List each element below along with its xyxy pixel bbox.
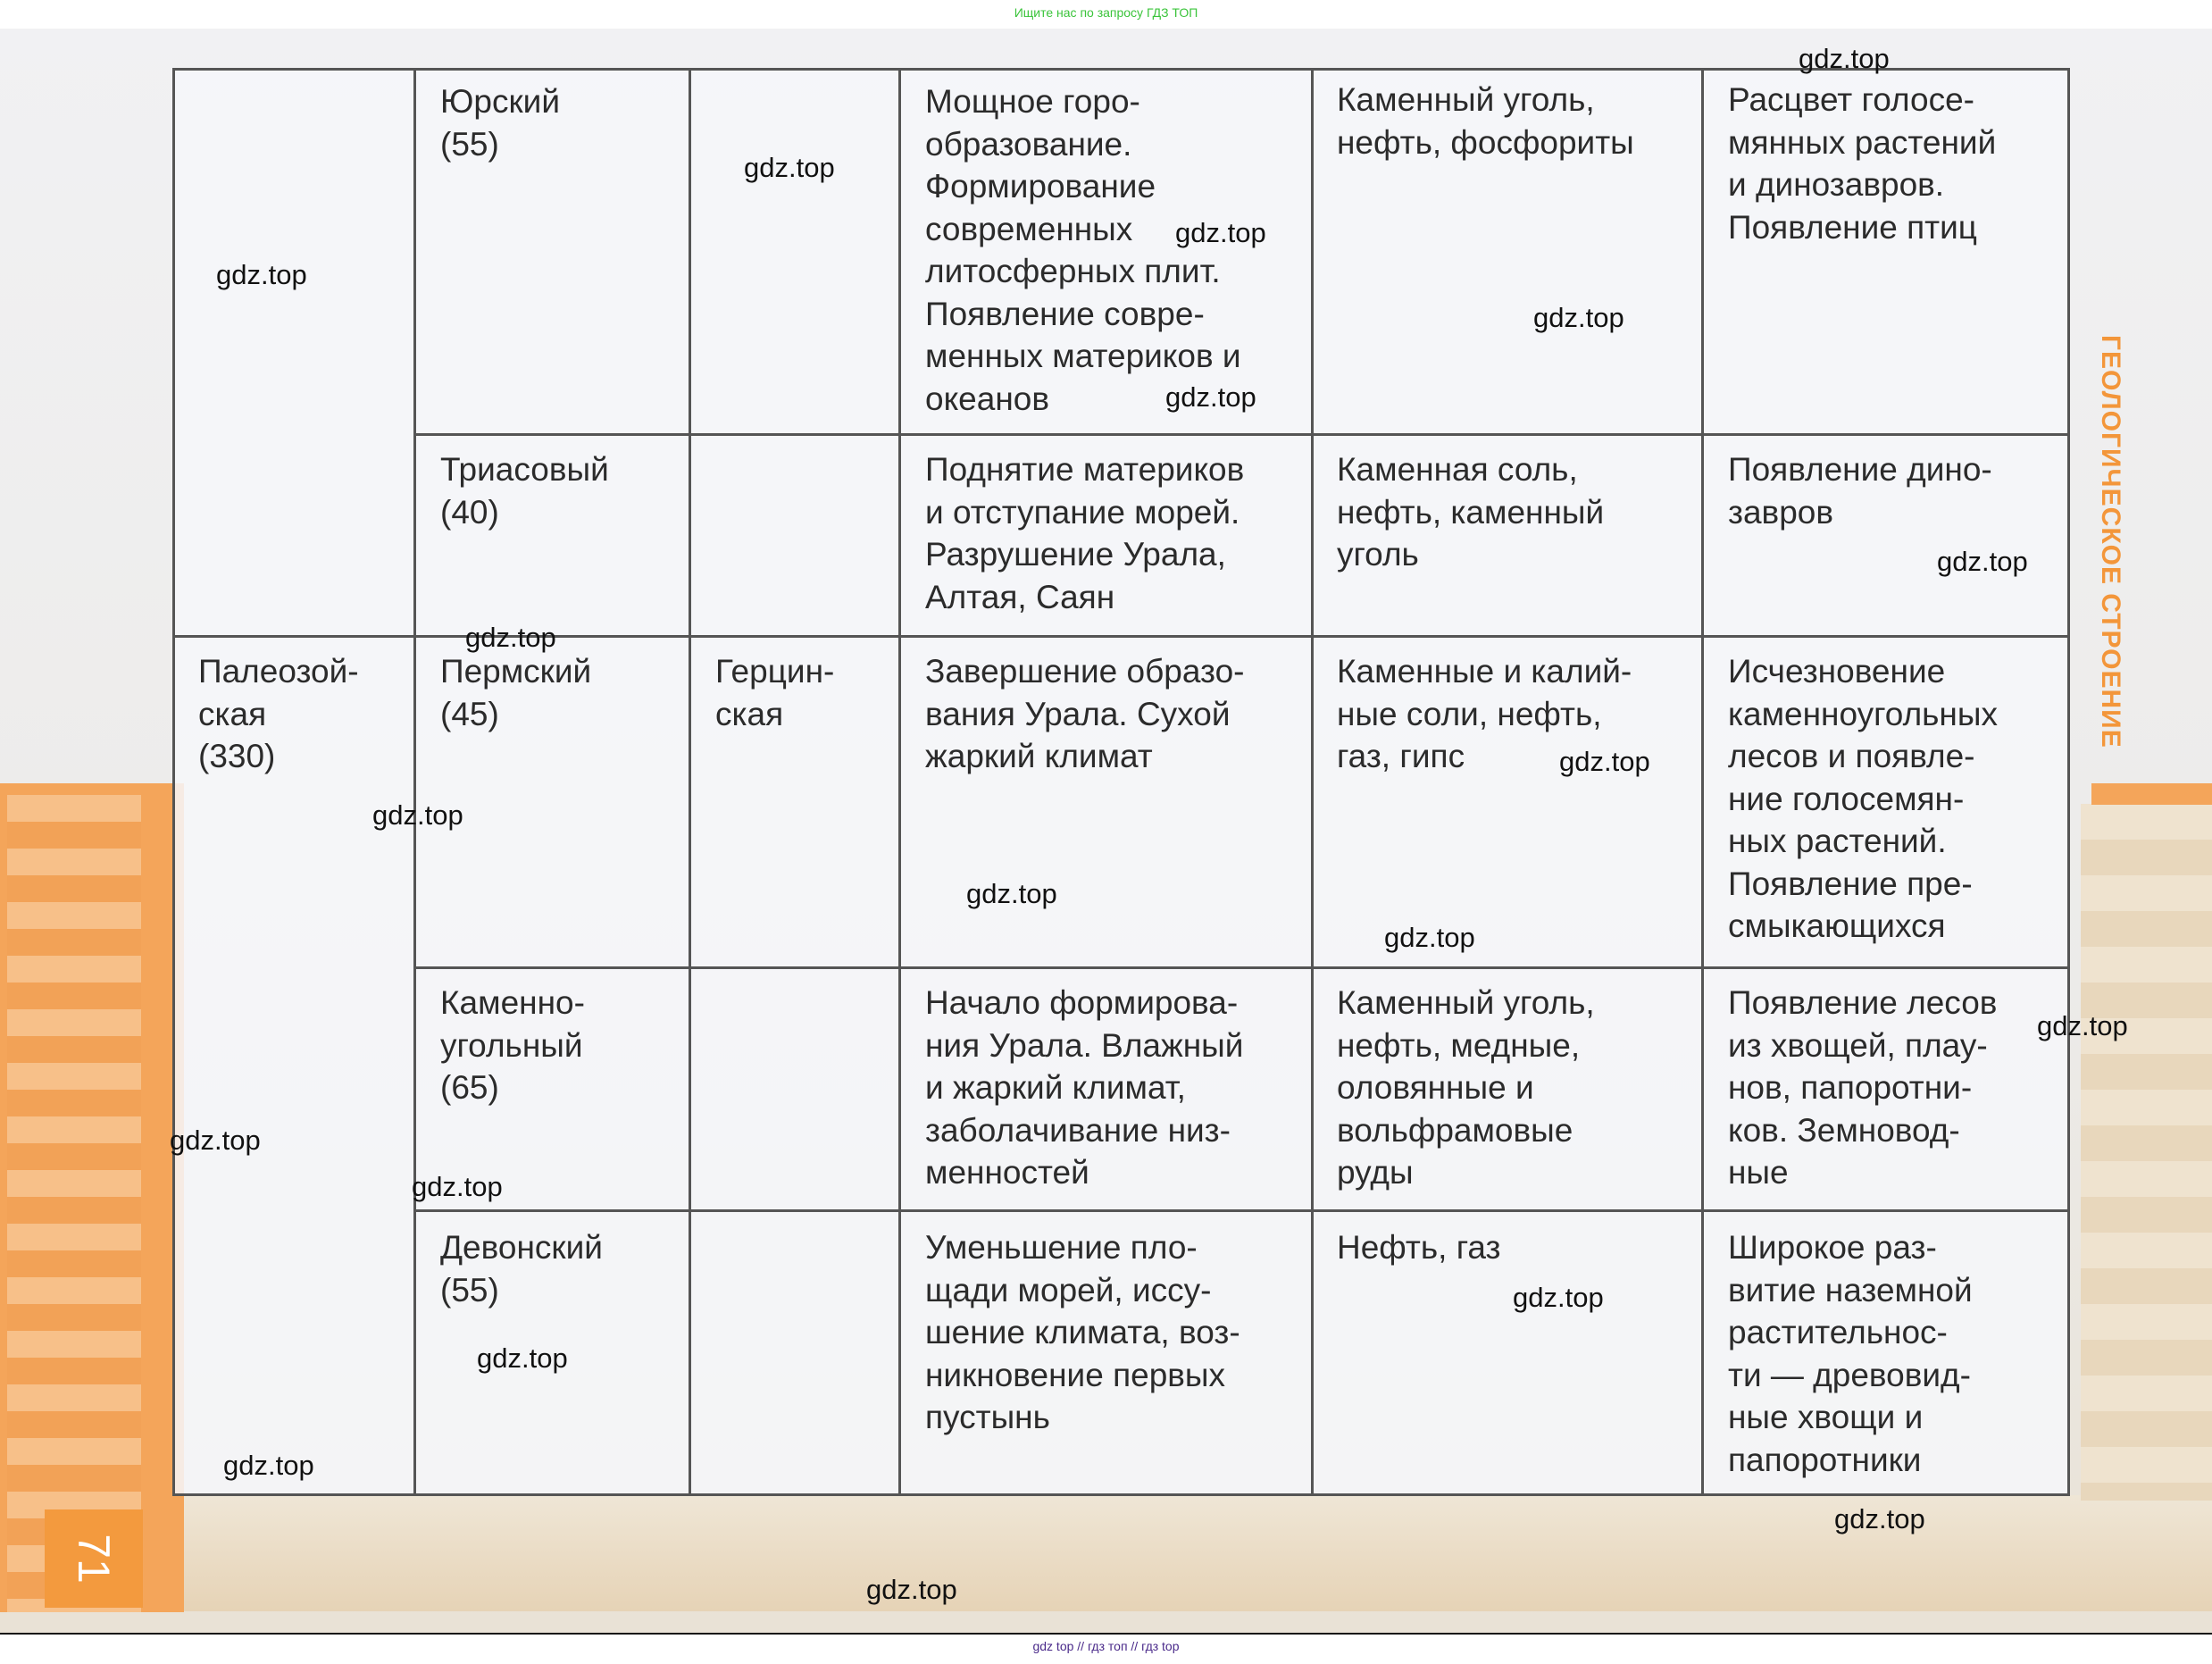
minerals-cell: Нефть, газ <box>1337 1229 1501 1266</box>
life-cell: Появление дино- завров <box>1728 451 1992 531</box>
events-cell: Уменьшение пло- щади морей, иссу- шение … <box>925 1229 1240 1435</box>
life-cell: Появление лесов из хвощей, плау- нов, па… <box>1728 984 1998 1191</box>
watermark: gdz.top <box>966 878 1057 909</box>
watermark: gdz.top <box>1799 43 1890 74</box>
watermark: gdz.top <box>477 1342 568 1374</box>
life-cell: Исчезновение каменноугольных лесов и поя… <box>1728 653 1998 944</box>
period-cell: Триасовый (40) <box>440 451 609 531</box>
events-cell: Мощное горо- образование. Формирование с… <box>925 83 1241 417</box>
table-border <box>413 1209 2070 1212</box>
watermark: gdz.top <box>2037 1010 2128 1041</box>
period-cell: Юрский (55) <box>440 83 560 163</box>
table-border <box>172 68 2070 71</box>
table-border <box>413 68 416 1495</box>
search-hint: Ищите нас по запросу ГДЗ ТОП <box>1014 5 1198 20</box>
minerals-cell: Каменный уголь, нефть, медные, оловянные… <box>1337 984 1595 1191</box>
watermark: gdz.top <box>1175 217 1266 248</box>
watermark: gdz.top <box>1165 381 1256 413</box>
watermark: gdz.top <box>1384 922 1475 953</box>
life-cell: Широкое раз- витие наземной растительнос… <box>1728 1229 1973 1478</box>
orange-band <box>2091 783 2212 805</box>
events-cell: Начало формирова- ния Урала. Влажный и ж… <box>925 984 1244 1191</box>
watermark: gdz.top <box>1513 1282 1604 1313</box>
map-strip <box>7 795 141 1612</box>
events-cell: Завершение образо- вания Урала. Сухой жа… <box>925 653 1245 774</box>
table-border <box>898 68 901 1495</box>
table-border <box>2067 68 2070 1495</box>
section-title: ГЕОЛОГИЧЕСКОЕ СТРОЕНИЕ <box>2096 335 2125 748</box>
watermark: gdz.top <box>216 259 307 290</box>
era-cell: Палеозой- ская (330) <box>198 653 359 774</box>
table-border <box>1311 68 1314 1495</box>
watermark: gdz.top <box>1559 746 1650 777</box>
table-border <box>172 635 2070 638</box>
geology-table <box>172 68 2067 1495</box>
watermark: gdz.top <box>866 1574 957 1605</box>
watermark: gdz.top <box>744 152 835 183</box>
period-cell: Каменно- угольный (65) <box>440 984 585 1106</box>
watermark: gdz.top <box>412 1171 503 1202</box>
fold-cell: Герцин- ская <box>715 653 835 732</box>
events-cell: Поднятие материков и отступание морей. Р… <box>925 451 1245 615</box>
minerals-cell: Каменные и калий- ные соли, нефть, газ, … <box>1337 653 1632 774</box>
footer-divider <box>0 1633 2212 1635</box>
period-cell: Девонский (55) <box>440 1229 603 1309</box>
watermark: gdz.top <box>1533 302 1624 333</box>
watermark: gdz.top <box>1937 546 2028 577</box>
table-border <box>413 966 2070 969</box>
life-cell: Расцвет голосе- мянных растений и диноза… <box>1728 81 1997 246</box>
map-background <box>134 1495 2212 1611</box>
watermark: gdz.top <box>465 622 556 653</box>
watermark: gdz.top <box>1834 1503 1925 1534</box>
minerals-cell: Каменная соль, нефть, каменный уголь <box>1337 451 1605 573</box>
watermark: gdz.top <box>223 1450 314 1481</box>
footer-links: gdz top // гдз топ // гдз top <box>1032 1639 1180 1653</box>
table-border <box>1701 68 1704 1495</box>
watermark: gdz.top <box>170 1125 261 1156</box>
table-border <box>413 433 2070 436</box>
page-number: 71 <box>45 1509 143 1608</box>
table-border <box>689 68 691 1495</box>
minerals-cell: Каменный уголь, нефть, фосфориты <box>1337 81 1634 161</box>
table-border <box>172 68 175 1495</box>
map-background-right <box>2081 804 2212 1501</box>
table-border <box>172 1493 2070 1496</box>
period-cell: Пермский (45) <box>440 653 592 732</box>
watermark: gdz.top <box>372 799 463 831</box>
